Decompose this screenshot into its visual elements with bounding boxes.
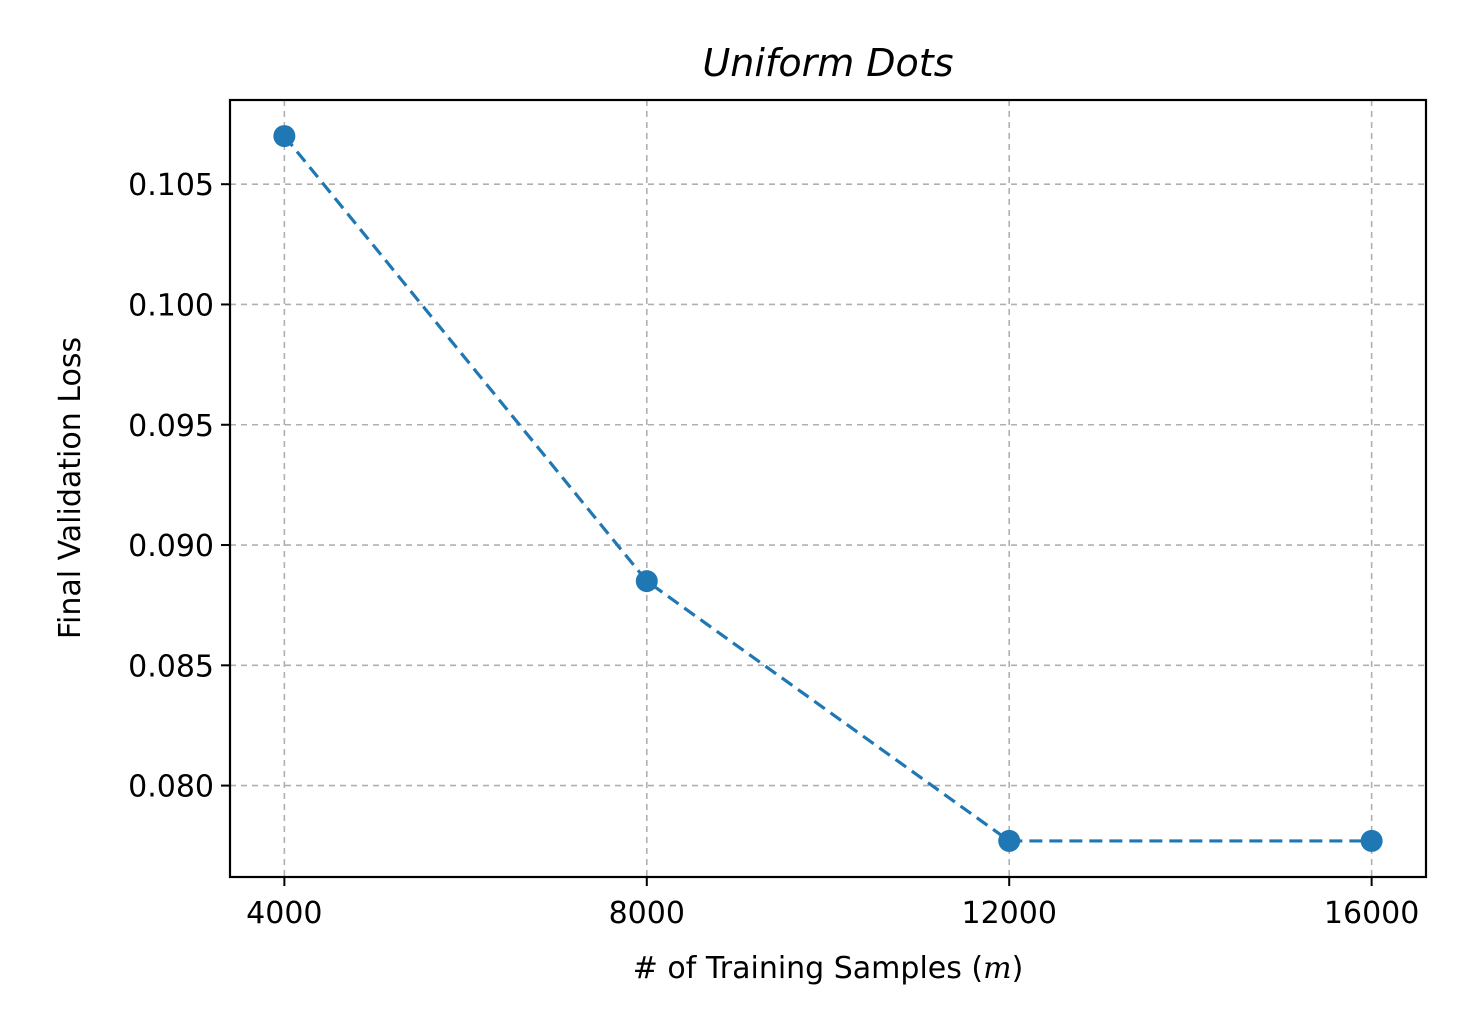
chart-title: Uniform Dots xyxy=(702,41,953,85)
y-tick-label: 0.090 xyxy=(128,529,214,564)
y-tick-label: 0.100 xyxy=(128,288,214,323)
x-axis-label-text: # of Training Samples ( xyxy=(633,951,983,986)
data-point xyxy=(1360,829,1383,852)
data-point xyxy=(998,829,1021,852)
y-tick-label: 0.105 xyxy=(128,168,214,203)
x-axis-label: # of Training Samples (m) xyxy=(633,951,1024,986)
series-line xyxy=(283,135,1372,843)
x-tick-label: 16000 xyxy=(1324,896,1419,931)
data-point xyxy=(635,570,658,593)
plot-frame xyxy=(228,98,1428,879)
y-axis-label: Final Validation Loss xyxy=(53,337,88,639)
x-tick-label: 8000 xyxy=(609,896,685,931)
grid-lines xyxy=(230,100,1426,877)
y-tick-label: 0.095 xyxy=(128,409,214,444)
y-tick-label: 0.080 xyxy=(128,770,214,805)
x-axis-label-variable: m xyxy=(983,951,1011,986)
data-point xyxy=(273,125,296,148)
axis-ticks: 4000 8000 12000 16000 0.080 0.085 0.090 0.095 0.… xyxy=(128,168,1419,931)
x-tick-label: 12000 xyxy=(961,896,1056,931)
x-axis-label-close: ) xyxy=(1012,951,1024,986)
y-tick-label: 0.085 xyxy=(128,649,214,684)
series-layer xyxy=(273,125,1383,852)
x-tick-label: 4000 xyxy=(246,896,322,931)
